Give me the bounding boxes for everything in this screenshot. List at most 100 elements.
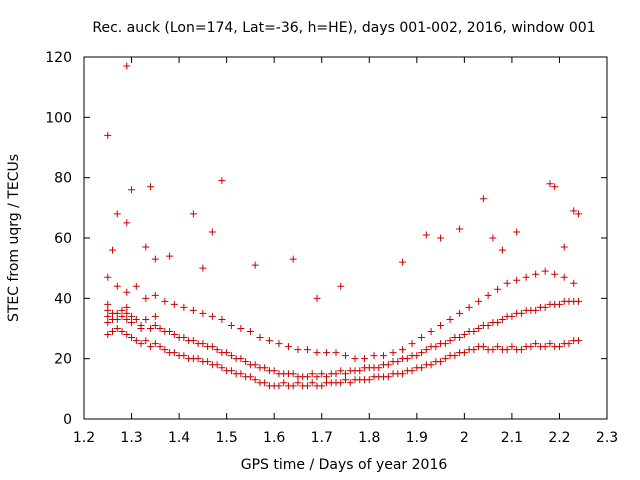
data-point xyxy=(322,373,330,381)
data-point xyxy=(161,346,169,354)
data-point xyxy=(113,210,121,218)
data-point xyxy=(128,186,136,194)
x-tick-label: 2.2 xyxy=(548,430,570,446)
data-point xyxy=(161,297,169,305)
data-point xyxy=(394,358,402,366)
data-point xyxy=(308,370,316,378)
data-point xyxy=(322,349,330,357)
data-point xyxy=(356,367,364,375)
data-point xyxy=(294,379,302,387)
data-point xyxy=(104,306,112,314)
data-point xyxy=(142,315,150,323)
data-point xyxy=(208,343,216,351)
data-point xyxy=(284,343,292,351)
data-point xyxy=(104,300,112,308)
data-point xyxy=(251,361,259,369)
data-point xyxy=(418,334,426,342)
data-point xyxy=(546,180,554,188)
data-point xyxy=(128,318,136,326)
data-point xyxy=(342,352,349,360)
data-point xyxy=(380,352,388,360)
data-point xyxy=(199,264,207,272)
data-point xyxy=(413,352,421,360)
data-point xyxy=(441,355,449,363)
data-point xyxy=(261,364,269,372)
data-point xyxy=(456,225,464,233)
data-point xyxy=(118,312,126,320)
data-point xyxy=(270,367,278,375)
data-point xyxy=(337,282,345,290)
data-point xyxy=(484,291,492,299)
data-point xyxy=(289,370,297,378)
data-point xyxy=(180,352,188,360)
data-point xyxy=(541,267,549,275)
data-point xyxy=(142,294,150,302)
data-point xyxy=(318,370,326,378)
data-point xyxy=(237,325,245,332)
data-point xyxy=(151,312,159,320)
data-point xyxy=(137,325,145,332)
x-tick-label: 1.9 xyxy=(406,430,428,446)
data-point xyxy=(403,355,411,363)
x-tick-label: 1.5 xyxy=(216,430,238,446)
data-point xyxy=(237,355,245,363)
data-point xyxy=(265,337,273,345)
data-point xyxy=(313,294,321,302)
data-point xyxy=(451,352,459,360)
data-point xyxy=(446,315,454,323)
x-tick-label: 2.3 xyxy=(596,430,618,446)
data-point xyxy=(489,346,497,354)
data-point xyxy=(137,340,145,348)
y-tick-label: 20 xyxy=(54,352,72,368)
data-point xyxy=(289,255,297,263)
data-point xyxy=(570,207,578,215)
data-point xyxy=(489,234,497,242)
data-point xyxy=(313,373,321,381)
data-point xyxy=(223,349,231,357)
data-point xyxy=(446,337,454,345)
data-point xyxy=(147,183,155,191)
data-point xyxy=(208,312,216,320)
data-point xyxy=(151,255,159,263)
data-point xyxy=(460,331,468,339)
data-point xyxy=(560,273,568,281)
data-point xyxy=(560,243,568,251)
data-point xyxy=(218,364,226,372)
data-point xyxy=(132,315,140,323)
data-point xyxy=(147,343,155,351)
x-tick-label: 1.4 xyxy=(168,430,190,446)
data-point xyxy=(456,309,464,317)
data-point xyxy=(318,382,326,390)
data-point xyxy=(227,321,235,329)
data-point xyxy=(574,337,582,345)
data-point xyxy=(332,349,340,357)
data-point xyxy=(246,373,254,381)
data-point xyxy=(399,346,407,354)
x-axis: 1.2 1.3 1.4 1.5 1.6 1.7 1.8 1.9 2 2.1 2.2 2.3 xyxy=(73,57,618,446)
data-point xyxy=(498,315,506,323)
data-point xyxy=(389,349,397,357)
data-point xyxy=(541,343,549,351)
data-point xyxy=(437,321,445,329)
data-point xyxy=(555,343,563,351)
data-point xyxy=(204,358,212,366)
data-point xyxy=(484,321,492,329)
data-point xyxy=(113,315,121,323)
x-tick-label: 1.7 xyxy=(311,430,333,446)
data-point xyxy=(170,331,178,339)
x-tick-label: 2 xyxy=(460,430,469,446)
data-point xyxy=(408,367,416,375)
data-point xyxy=(532,306,540,314)
data-point xyxy=(370,352,378,360)
y-tick-label: 100 xyxy=(45,110,72,126)
data-point xyxy=(517,309,525,317)
data-point xyxy=(460,349,468,357)
data-point xyxy=(541,303,549,311)
data-point xyxy=(456,334,464,342)
x-axis-label: GPS time / Days of year 2016 xyxy=(241,457,448,473)
x-tick-label: 1.8 xyxy=(358,430,380,446)
data-point xyxy=(427,361,435,369)
data-point xyxy=(199,340,207,348)
data-point xyxy=(208,228,216,236)
data-point xyxy=(261,379,269,387)
